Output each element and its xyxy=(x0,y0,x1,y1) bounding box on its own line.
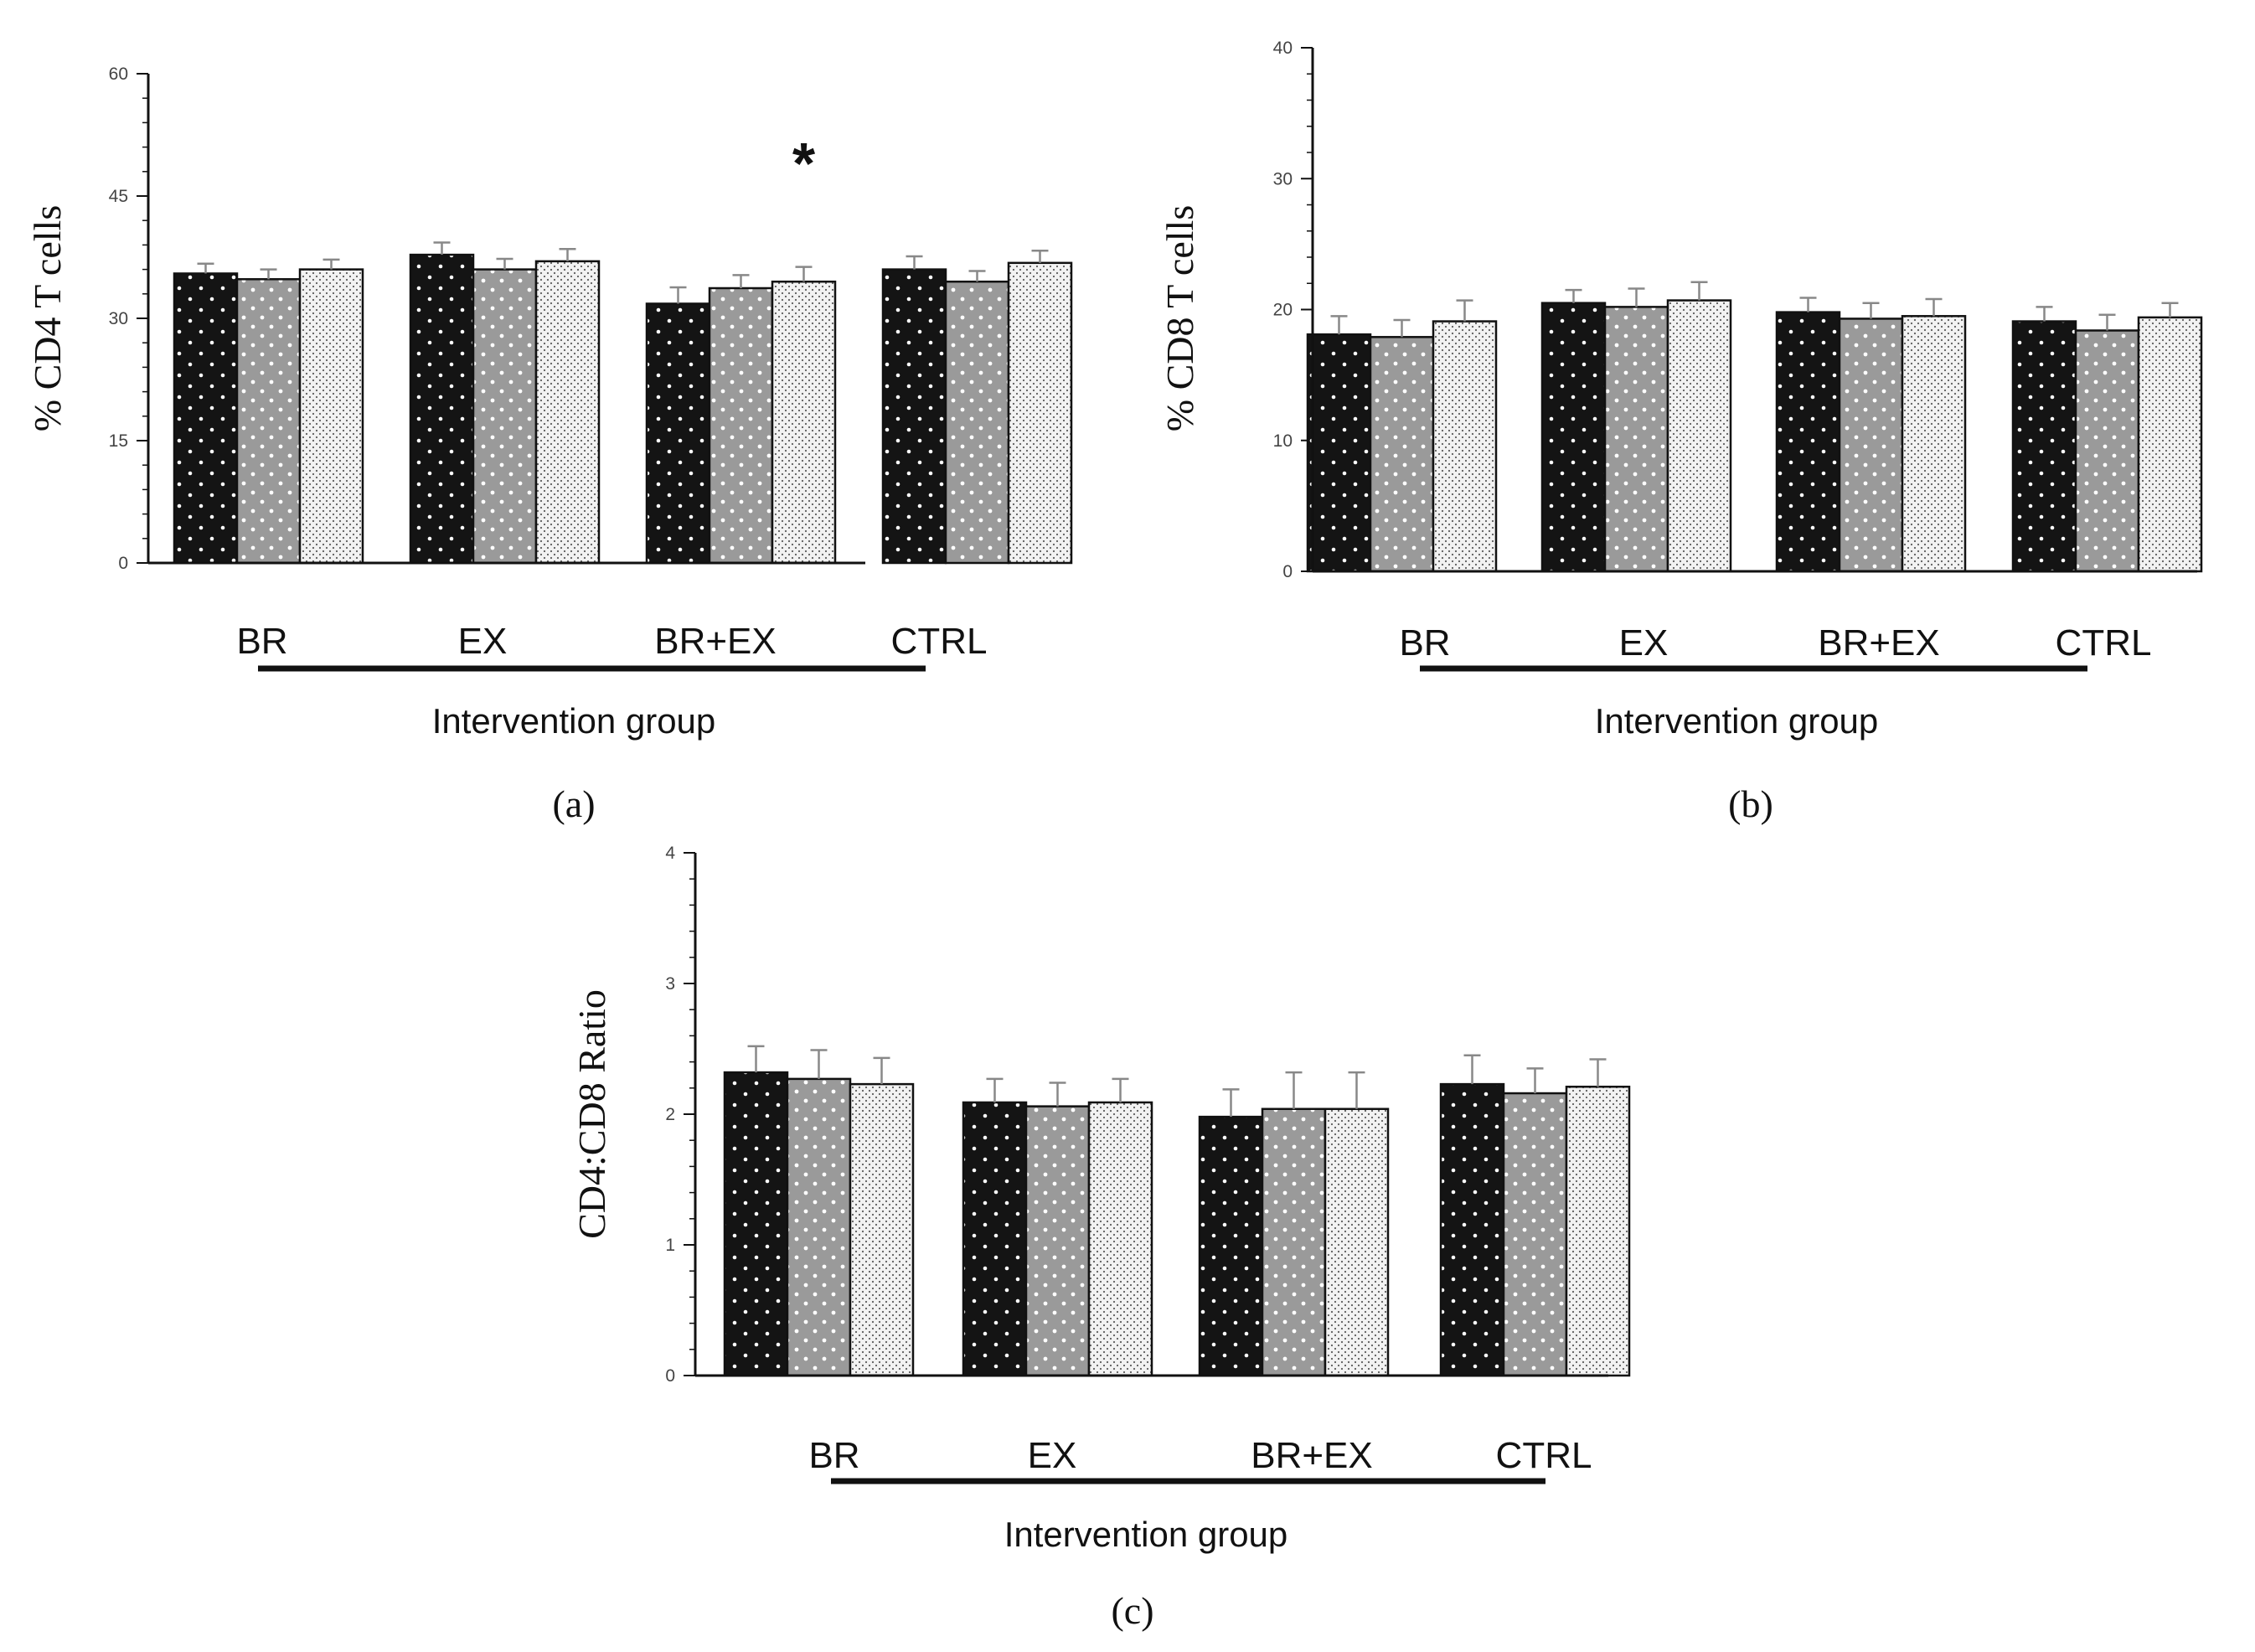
bar-br-plus-ex-series-3 xyxy=(1901,315,1967,573)
panel-label: (a) xyxy=(552,782,595,825)
bar-ex-series-1 xyxy=(409,253,475,565)
chart-panel-b: 0 10 20 30 40 BR EX BR+EX CTRL Intervention … xyxy=(1158,39,2203,825)
category-label: EX xyxy=(458,621,508,662)
category-label: BR xyxy=(236,621,287,662)
bar-ctrl-series-2 xyxy=(2074,329,2140,573)
y-tick-label: 15 xyxy=(109,431,128,451)
error-bar-group xyxy=(197,241,1049,304)
bar-ctrl-series-1 xyxy=(881,268,947,565)
bar-group xyxy=(1306,299,2203,573)
bar-ex-series-3 xyxy=(1087,1101,1153,1377)
bar-br-plus-ex-series-1 xyxy=(1198,1115,1264,1377)
y-axis-title: CD4:CD8 Ratio xyxy=(570,989,613,1239)
y-tick-label: 4 xyxy=(665,844,675,863)
bar-ex-series-2 xyxy=(1024,1105,1091,1377)
category-labels: BR EX BR+EX CTRL xyxy=(236,621,987,662)
bar-ex-series-3 xyxy=(534,260,601,565)
y-tick-label: 30 xyxy=(1273,169,1293,188)
category-label: BR+EX xyxy=(1818,622,1940,663)
bar-br-plus-ex-series-3 xyxy=(1324,1107,1390,1377)
x-axis-title: Intervention group xyxy=(432,701,716,741)
bar-br-series-3 xyxy=(1432,320,1498,573)
bar-br-series-2 xyxy=(786,1077,852,1377)
bar-br-series-1 xyxy=(1306,333,1372,573)
y-tick-label: 1 xyxy=(665,1236,675,1255)
y-axis-ticks: 0 15 30 45 60 xyxy=(109,65,148,573)
bar-br-series-3 xyxy=(298,268,364,565)
y-tick-label: 2 xyxy=(665,1105,675,1124)
bar-br-plus-ex-series-2 xyxy=(1838,317,1904,573)
y-tick-label: 0 xyxy=(665,1366,675,1386)
bar-br-series-2 xyxy=(1369,336,1435,573)
bar-ex-series-3 xyxy=(1666,299,1732,573)
category-label: EX xyxy=(1619,622,1669,663)
bar-ex-series-2 xyxy=(1603,306,1669,573)
bar-ex-series-2 xyxy=(472,268,538,565)
bar-ctrl-series-1 xyxy=(2011,320,2077,573)
bar-group xyxy=(173,253,1073,565)
bar-ctrl-series-2 xyxy=(1502,1092,1568,1377)
y-tick-label: 10 xyxy=(1273,431,1293,451)
y-tick-label: 20 xyxy=(1273,301,1293,320)
category-label: CTRL xyxy=(1496,1435,1592,1476)
category-label: BR xyxy=(808,1435,859,1476)
bar-ctrl-series-2 xyxy=(944,280,1010,565)
y-tick-label: 0 xyxy=(118,554,128,573)
y-tick-label: 30 xyxy=(109,309,128,328)
error-bar-group xyxy=(747,1045,1607,1118)
bar-br-series-1 xyxy=(173,272,239,565)
y-tick-label: 0 xyxy=(1282,562,1293,581)
bar-ex-series-1 xyxy=(1540,302,1607,573)
bar-ctrl-series-1 xyxy=(1439,1082,1505,1377)
y-axis-title: % CD8 T cells xyxy=(1158,205,1201,431)
chart-panel-a: 0 15 30 45 60 BR EX BR+EX CTRL Intervention … xyxy=(26,65,1073,825)
bar-br-series-1 xyxy=(723,1071,789,1377)
bar-br-plus-ex-series-2 xyxy=(1261,1107,1327,1377)
bar-ctrl-series-3 xyxy=(2137,316,2203,573)
bar-br-series-2 xyxy=(235,278,302,565)
y-tick-label: 3 xyxy=(665,974,675,994)
panel-label: (b) xyxy=(1728,782,1773,825)
category-label: CTRL xyxy=(891,621,988,662)
chart-panel-c: 0 1 2 3 4 BR EX BR+EX CTRL Intervention grou… xyxy=(570,844,1631,1632)
bar-ctrl-series-3 xyxy=(1565,1085,1631,1377)
y-tick-label: 45 xyxy=(109,187,128,206)
bar-br-plus-ex-series-1 xyxy=(1775,311,1841,573)
category-label: BR+EX xyxy=(654,621,777,662)
y-tick-label: 60 xyxy=(109,65,128,84)
category-label: EX xyxy=(1028,1435,1077,1476)
bar-ex-series-1 xyxy=(962,1101,1028,1377)
category-labels: BR EX BR+EX CTRL xyxy=(808,1435,1592,1476)
bar-group xyxy=(723,1071,1631,1377)
y-axis-title: % CD4 T cells xyxy=(26,205,69,431)
bar-br-plus-ex-series-1 xyxy=(645,302,711,565)
y-axis-ticks: 0 1 2 3 4 xyxy=(665,844,695,1386)
bar-br-plus-ex-series-2 xyxy=(708,287,774,565)
significance-asterisk: * xyxy=(792,131,816,196)
category-label: BR+EX xyxy=(1251,1435,1373,1476)
bar-br-plus-ex-series-3 xyxy=(771,280,837,565)
y-tick-label: 40 xyxy=(1273,39,1293,58)
x-axis-title: Intervention group xyxy=(1004,1515,1288,1554)
bar-br-series-3 xyxy=(849,1082,915,1377)
panel-label: (c) xyxy=(1111,1589,1153,1632)
category-label: BR xyxy=(1399,622,1450,663)
category-label: CTRL xyxy=(2056,622,2152,663)
error-bar-group xyxy=(1330,281,2179,338)
bar-ctrl-series-3 xyxy=(1007,261,1073,565)
category-labels: BR EX BR+EX CTRL xyxy=(1399,622,2151,663)
x-axis-title: Intervention group xyxy=(1595,701,1879,741)
y-axis-ticks: 0 10 20 30 40 xyxy=(1273,39,1313,581)
